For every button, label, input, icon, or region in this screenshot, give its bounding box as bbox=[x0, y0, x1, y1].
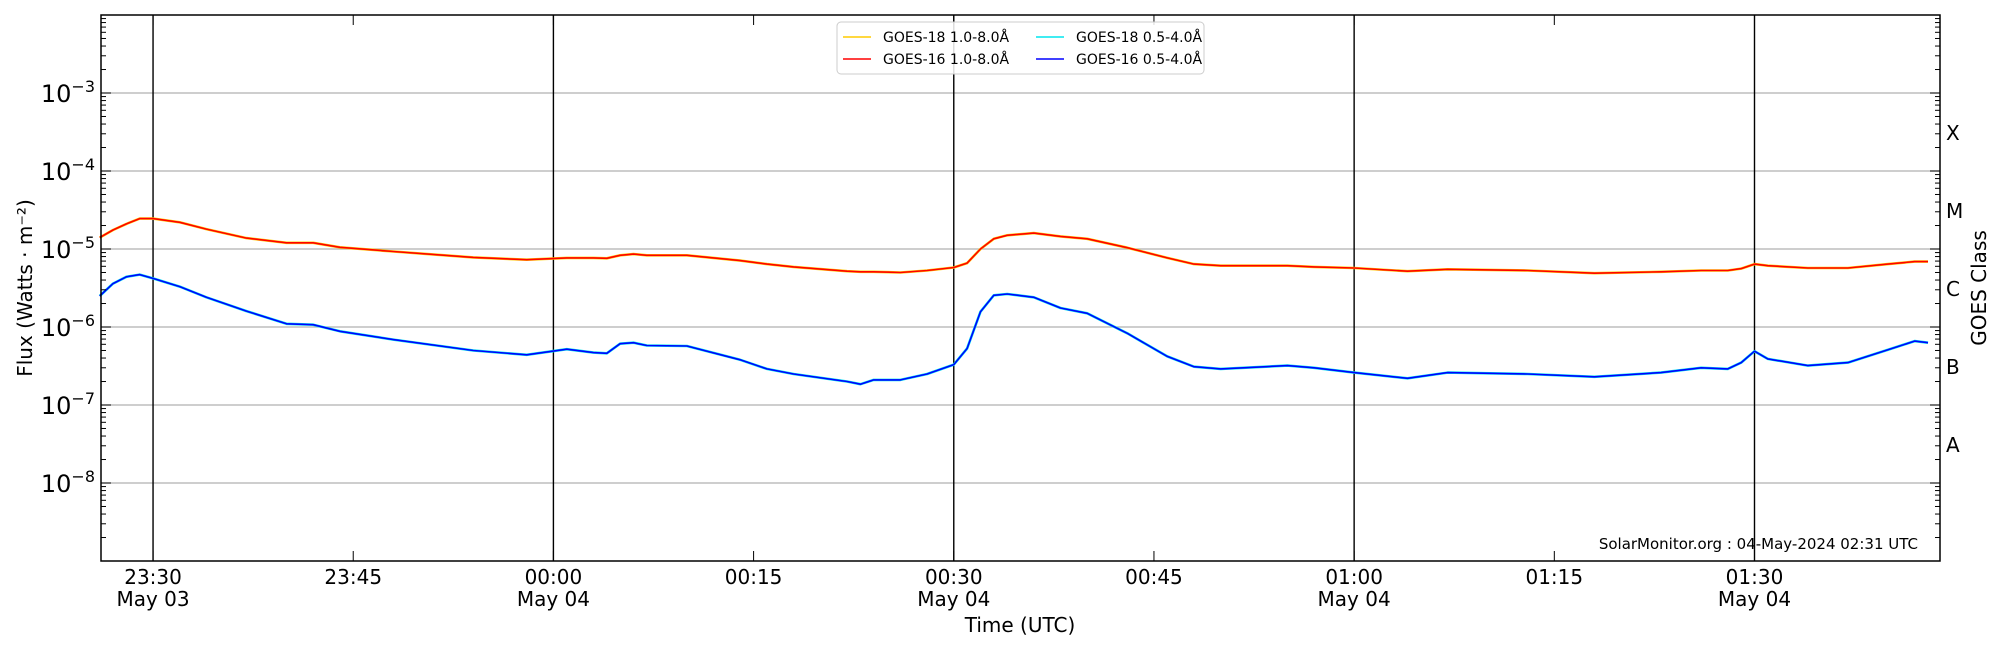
series-lines bbox=[98, 217, 1929, 386]
series-line-goes-18-1-0-8-0- bbox=[99, 217, 1928, 275]
x-tick-label: 23:45 bbox=[324, 565, 382, 589]
x-axis-label: Time (UTC) bbox=[964, 613, 1076, 637]
goes-class-label-b: B bbox=[1946, 355, 1960, 379]
right-axis-label: GOES Class bbox=[1967, 230, 1991, 346]
x-tick-label: 00:00 bbox=[525, 565, 583, 589]
plot-frame bbox=[100, 14, 1941, 562]
legend: GOES-18 1.0-8.0Å GOES-16 1.0-8.0Å GOES-18 … bbox=[836, 21, 1205, 75]
goes-class-labels: X M C B A bbox=[1946, 121, 1963, 457]
series-line-goes-18-0-5-4-0- bbox=[98, 273, 1929, 386]
y-axis-label: Flux (Watts · m⁻²) bbox=[13, 199, 37, 377]
goes-class-label-a: A bbox=[1946, 433, 1960, 457]
date-vertical-lines bbox=[152, 15, 1756, 561]
y-tick-label: 10−7 bbox=[41, 389, 95, 420]
x-tick-label: 01:00 bbox=[1325, 565, 1383, 589]
y-tick-labels: 10−3 10−4 10−5 10−6 10−7 10−8 bbox=[41, 77, 95, 498]
gridlines bbox=[101, 92, 1940, 484]
x-tick-label: 00:15 bbox=[725, 565, 783, 589]
y-tick-label: 10−3 bbox=[41, 77, 95, 108]
x-tick-date-label: May 04 bbox=[1318, 587, 1391, 611]
goes-class-label-c: C bbox=[1946, 277, 1960, 301]
x-tick-date-label: May 03 bbox=[116, 587, 189, 611]
x-tick-label: 01:30 bbox=[1726, 565, 1784, 589]
x-tick-label: 00:45 bbox=[1125, 565, 1183, 589]
goes-class-label-x: X bbox=[1946, 121, 1960, 145]
x-tick-label: 23:30 bbox=[124, 565, 182, 589]
x-tick-label: 00:30 bbox=[925, 565, 983, 589]
series-line-goes-16-1-0-8-0- bbox=[99, 217, 1928, 275]
goes-class-label-m: M bbox=[1946, 199, 1963, 223]
x-tick-label: 01:15 bbox=[1525, 565, 1583, 589]
legend-label: GOES-18 1.0-8.0Å bbox=[883, 29, 1009, 46]
x-tick-date-label: May 04 bbox=[1718, 587, 1791, 611]
axis-ticks bbox=[101, 15, 1940, 562]
x-tick-date-label: May 04 bbox=[917, 587, 990, 611]
legend-label: GOES-18 0.5-4.0Å bbox=[1076, 29, 1202, 46]
y-tick-label: 10−5 bbox=[41, 233, 95, 264]
x-tick-date-label: May 04 bbox=[517, 587, 590, 611]
legend-box bbox=[836, 21, 1205, 75]
y-tick-label: 10−8 bbox=[41, 467, 95, 498]
legend-label: GOES-16 1.0-8.0Å bbox=[883, 51, 1009, 68]
source-annotation: SolarMonitor.org : 04-May-2024 02:31 UTC bbox=[1599, 535, 1918, 553]
y-tick-label: 10−4 bbox=[41, 155, 95, 186]
series-line-goes-16-0-5-4-0- bbox=[99, 273, 1929, 386]
y-tick-label: 10−6 bbox=[41, 311, 95, 342]
legend-label: GOES-16 0.5-4.0Å bbox=[1076, 51, 1202, 68]
